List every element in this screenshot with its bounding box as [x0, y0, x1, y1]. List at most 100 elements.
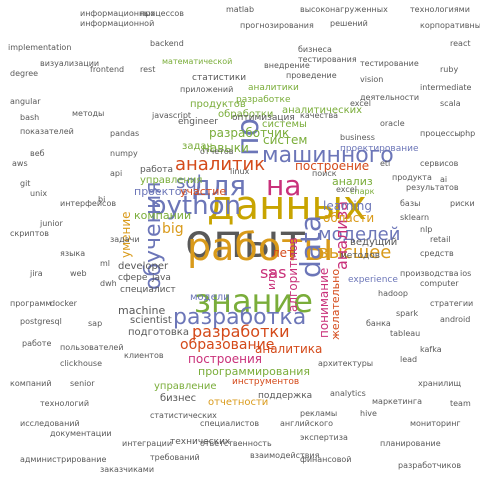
word-uchastie: участие	[180, 185, 227, 198]
word-raboty: работы	[187, 225, 334, 269]
word-tehnologiyami: технологиями	[410, 5, 470, 14]
word-processov: процессов	[140, 9, 184, 18]
word-zakazchikami: заказчиками	[100, 465, 155, 474]
word-sfere: сфере	[118, 273, 148, 283]
word-matematicheskoy: математической	[162, 57, 233, 66]
word-riski: риски	[450, 199, 475, 208]
word-kachestva: качества	[300, 111, 339, 120]
word-react: react	[450, 39, 471, 48]
word-developer: developer	[118, 261, 169, 272]
word-matlab: matlab	[226, 5, 255, 14]
word-podgotovka: подготовка	[128, 327, 189, 338]
word-bi: bi	[98, 195, 106, 204]
word-veduschiy: ведущий	[350, 237, 398, 248]
word-rabota: работа	[140, 165, 174, 175]
word-informacionnyh: информационных	[80, 9, 156, 18]
word-vnedrenie: внедрение	[264, 61, 310, 70]
word-sredstv: средств	[420, 249, 454, 258]
word-sklearn: sklearn	[400, 213, 430, 222]
word-excel-2: excel	[350, 99, 371, 108]
word-api: api	[110, 169, 123, 178]
word-ili: или	[265, 268, 278, 290]
word-senior: senior	[70, 379, 95, 388]
word-unix: unix	[30, 189, 48, 198]
word-team: team	[450, 399, 471, 408]
word-prognozirovaniya: прогнозирования	[240, 21, 314, 30]
word-razrabotka: разработка	[173, 305, 307, 330]
word-vysokonagruzhennyh: высоконагруженных	[300, 5, 388, 14]
word-finansovoy: финансовой	[300, 455, 352, 464]
word-computer: computer	[420, 279, 459, 288]
word-bash: bash	[20, 113, 40, 122]
word-clickhouse: clickhouse	[60, 359, 102, 368]
word-jira: jira	[30, 269, 43, 278]
word-specialistov: специалистов	[200, 419, 260, 428]
word-otchetov: отчетов	[200, 147, 234, 156]
word-sql: sql	[176, 172, 202, 193]
word-ekspertiza: экспертиза	[300, 433, 348, 442]
word-biznes: бизнес	[160, 393, 197, 404]
word-obrazovanie: образование	[180, 337, 275, 353]
word-web: web	[70, 269, 87, 278]
word-rabote: работе	[22, 339, 52, 348]
word-programm: программ	[10, 299, 52, 308]
word-java: java	[152, 273, 171, 283]
word-numpy: numpy	[110, 149, 138, 158]
word-planirovanie: планирование	[380, 439, 441, 448]
word-otvetstvennost: ответственность	[200, 439, 272, 448]
word-opyt: опыт	[185, 214, 307, 268]
word-administrirovanie: администрирование	[20, 455, 107, 464]
word-provedenie: проведение	[286, 71, 337, 80]
word-postgresql: postgresql	[20, 317, 62, 326]
word-korporativnyh: корпоративных	[420, 21, 480, 30]
word-junior: junior	[40, 219, 63, 228]
word-razrabotchikov: разработчиков	[398, 461, 462, 470]
word-sistem: систем	[263, 133, 308, 147]
word-arhitektury: архитектуры	[318, 359, 374, 368]
word-pandas: pandas	[110, 129, 140, 138]
word-na: на	[266, 169, 302, 202]
word-ios: ios	[460, 269, 472, 278]
word-docker: docker	[50, 299, 77, 308]
word-marketinga: маркетинга	[372, 397, 422, 406]
word-reklamy: рекламы	[300, 409, 338, 418]
word-vision: vision	[360, 75, 384, 84]
word-hranilisch: хранилищ	[418, 379, 461, 388]
word-intermediate: intermediate	[420, 83, 472, 92]
word-statistiki: статистики	[192, 73, 247, 83]
word-optimizaciya: оптимизация	[232, 113, 295, 123]
word-ai: ai	[440, 175, 448, 184]
word-hive: hive	[360, 409, 377, 418]
word-dannyh: данных	[207, 183, 367, 229]
word-zadachi: задачи	[110, 235, 140, 244]
word-big: big	[162, 221, 184, 237]
word-programmirovaniya: программирования	[198, 365, 311, 378]
word-rest: rest	[140, 65, 156, 74]
word-dokumentacii: документации	[50, 429, 112, 438]
word-strategii: стратегии	[430, 299, 474, 308]
word-ml: ml	[100, 259, 111, 268]
word-aws: aws	[12, 159, 28, 168]
word-veb: веб	[30, 149, 45, 158]
word-razrabotki: разработки	[192, 322, 290, 341]
word-analitiki: аналитики	[248, 83, 299, 93]
word-modeli: модели	[190, 292, 230, 303]
word-interfeysov: интерфейсов	[60, 199, 117, 208]
word-analiz: анализ	[332, 175, 373, 188]
word-frontend: frontend	[90, 65, 125, 74]
word-produktov: продуктов	[190, 99, 246, 110]
word-retail: retail	[430, 235, 451, 244]
word-implementation: implementation	[8, 43, 72, 52]
word-analitika: аналитика	[255, 342, 323, 356]
word-kompanii: компании	[134, 209, 192, 222]
word-scala: scala	[440, 99, 461, 108]
word-biznesa: бизнеса	[298, 45, 332, 54]
word-proektov: проектов	[134, 185, 188, 198]
word-analiticheskih: аналитических	[282, 105, 363, 116]
word-javascript: javascript	[152, 111, 192, 120]
word-tehnicheskih: технических	[170, 437, 231, 447]
word-experience: experience	[348, 275, 398, 285]
word-tableau: tableau	[390, 329, 421, 338]
word-bazy: базы	[400, 199, 421, 208]
word-dlya: для	[192, 169, 247, 202]
